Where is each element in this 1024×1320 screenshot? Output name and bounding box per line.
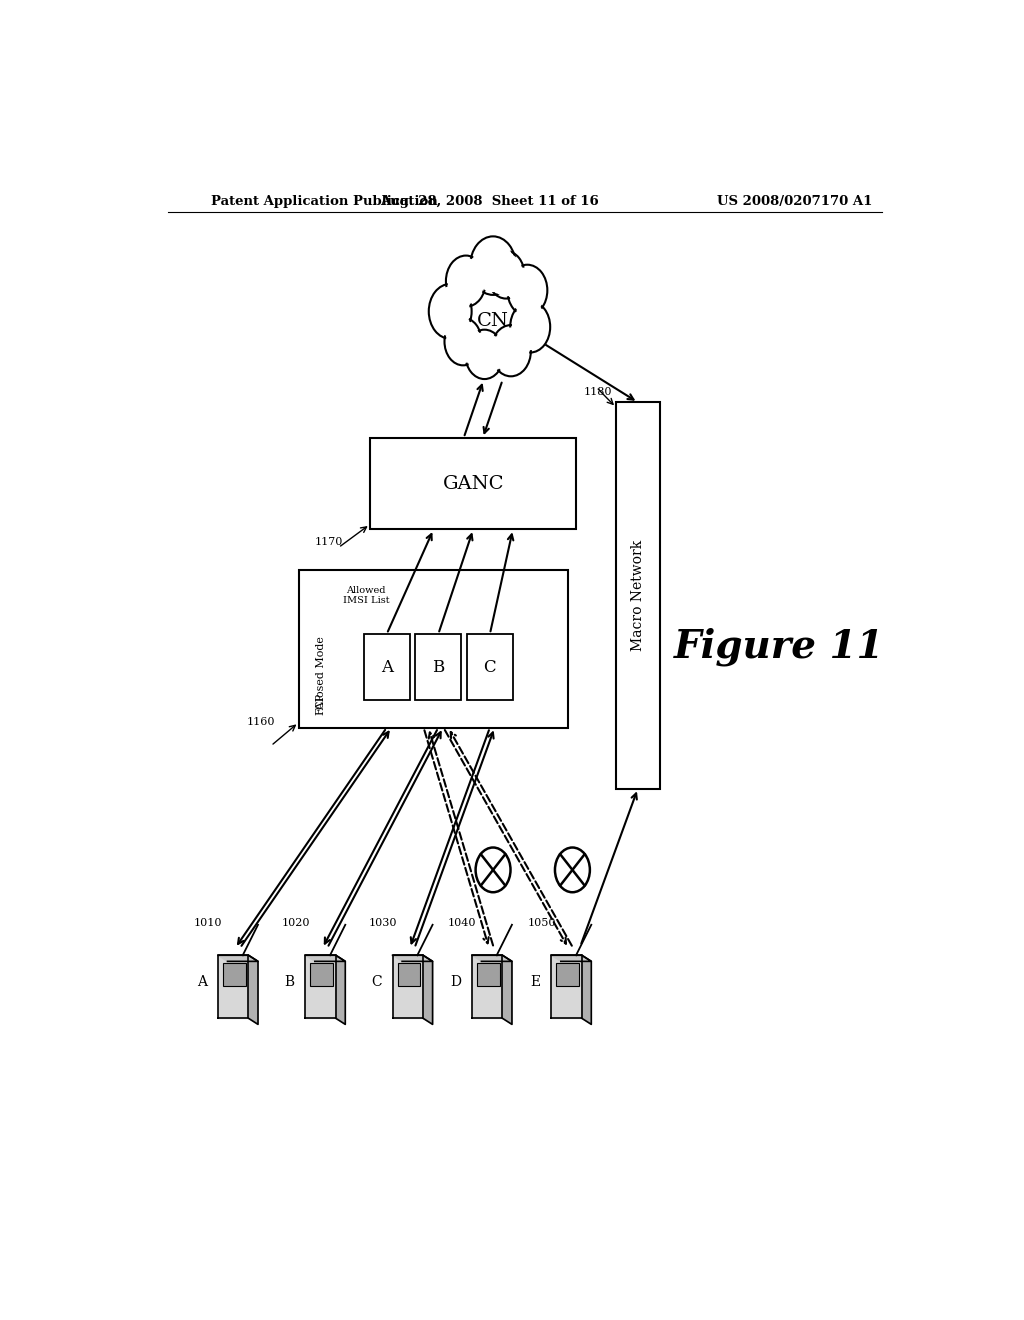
Circle shape	[490, 325, 530, 376]
Bar	[370, 438, 577, 529]
Polygon shape	[472, 956, 503, 1018]
Circle shape	[513, 305, 548, 350]
Text: B: B	[432, 659, 444, 676]
Circle shape	[429, 284, 472, 339]
Text: Figure 11: Figure 11	[674, 627, 884, 665]
Circle shape	[487, 251, 524, 298]
Bar	[310, 964, 333, 986]
Text: C: C	[483, 659, 497, 676]
Circle shape	[510, 301, 550, 352]
Text: A: A	[197, 974, 207, 989]
Circle shape	[431, 288, 469, 335]
Polygon shape	[472, 956, 512, 961]
Text: 1160: 1160	[247, 718, 275, 727]
Bar	[477, 964, 500, 986]
Polygon shape	[249, 956, 258, 1024]
Polygon shape	[305, 956, 345, 961]
Circle shape	[470, 236, 516, 294]
Text: 1010: 1010	[194, 917, 222, 928]
Circle shape	[507, 265, 548, 315]
Polygon shape	[551, 956, 582, 1018]
Text: D: D	[451, 974, 461, 989]
Polygon shape	[423, 956, 432, 1024]
Polygon shape	[218, 956, 249, 1018]
Polygon shape	[392, 956, 423, 1018]
Polygon shape	[218, 956, 258, 961]
Text: 1040: 1040	[447, 917, 476, 928]
Text: 1180: 1180	[584, 387, 612, 397]
Text: GANC: GANC	[442, 475, 504, 492]
Bar	[616, 403, 659, 788]
Text: 1170: 1170	[314, 536, 343, 546]
Text: Closed Mode: Closed Mode	[315, 636, 326, 709]
Polygon shape	[392, 956, 432, 961]
Circle shape	[446, 321, 479, 363]
Polygon shape	[582, 956, 591, 1024]
Circle shape	[445, 256, 486, 306]
Text: US 2008/0207170 A1: US 2008/0207170 A1	[717, 194, 872, 207]
Text: CN: CN	[477, 312, 509, 330]
Text: FAP: FAP	[315, 693, 326, 715]
Circle shape	[473, 240, 513, 292]
Text: 1030: 1030	[369, 917, 397, 928]
Text: 1050: 1050	[527, 917, 556, 928]
Circle shape	[449, 259, 483, 304]
Polygon shape	[551, 956, 591, 961]
Bar	[556, 964, 580, 986]
Text: 1020: 1020	[282, 917, 309, 928]
Text: Macro Network: Macro Network	[631, 540, 645, 651]
Text: A: A	[381, 659, 393, 676]
Circle shape	[468, 333, 502, 376]
Polygon shape	[336, 956, 345, 1024]
Text: Patent Application Publication: Patent Application Publication	[211, 194, 438, 207]
Text: C: C	[371, 974, 382, 989]
Circle shape	[444, 318, 481, 366]
Polygon shape	[503, 956, 512, 1024]
Bar	[467, 634, 513, 700]
Bar	[223, 964, 246, 986]
Bar	[364, 634, 410, 700]
Circle shape	[465, 330, 504, 379]
Text: Allowed
IMSI List: Allowed IMSI List	[343, 586, 389, 605]
Bar	[397, 964, 421, 986]
Text: E: E	[530, 974, 541, 989]
Text: B: B	[284, 974, 294, 989]
Bar	[416, 634, 461, 700]
Circle shape	[489, 253, 522, 296]
Text: Aug. 28, 2008  Sheet 11 of 16: Aug. 28, 2008 Sheet 11 of 16	[380, 194, 598, 207]
Circle shape	[510, 268, 545, 313]
Circle shape	[494, 329, 528, 374]
Polygon shape	[305, 956, 336, 1018]
Bar	[299, 570, 568, 727]
